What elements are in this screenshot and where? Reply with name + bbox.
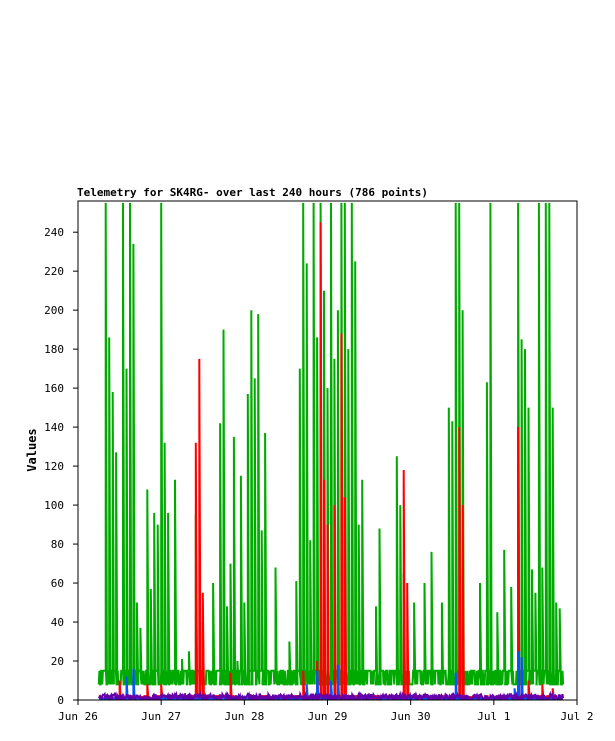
y-tick-label-3: 60: [51, 577, 64, 590]
y-axis-label: Values: [25, 428, 39, 471]
y-tick-label-11: 220: [44, 265, 64, 278]
y-axis: 0 20 40 60 80 100 120 140 160 180 200 220 240: [44, 226, 78, 707]
series-layer: [97, 202, 565, 700]
y-tick-label-12: 240: [44, 226, 64, 239]
x-tick-label-1: Jun 27: [141, 710, 181, 723]
y-tick-label-0: 0: [57, 694, 64, 707]
x-tick-label-5: Jul 1: [477, 710, 510, 723]
x-tick-label-2: Jun 28: [224, 710, 264, 723]
y-tick-label-8: 160: [44, 382, 64, 395]
y-tick-label-9: 180: [44, 343, 64, 356]
y-tick-label-10: 200: [44, 304, 64, 317]
x-tick-label-4: Jun 30: [391, 710, 431, 723]
x-tick-label-0: Jun 26: [58, 710, 98, 723]
chart-title: Telemetry for SK4RG- over last 240 hours…: [77, 186, 428, 199]
y-tick-label-2: 40: [51, 616, 64, 629]
x-tick-label-6: Jul 2: [560, 710, 593, 723]
series-line-1: [97, 202, 565, 686]
y-tick-label-5: 100: [44, 499, 64, 512]
y-tick-label-1: 20: [51, 655, 64, 668]
y-tick-label-6: 120: [44, 460, 64, 473]
x-axis: Jun 26 Jun 27 Jun 28 Jun 29 Jun 30 Jul 1 Jul 2: [58, 700, 594, 723]
x-tick-label-3: Jun 29: [308, 710, 348, 723]
y-tick-label-4: 80: [51, 538, 64, 551]
series-line-4: [97, 690, 565, 700]
y-tick-label-7: 140: [44, 421, 64, 434]
